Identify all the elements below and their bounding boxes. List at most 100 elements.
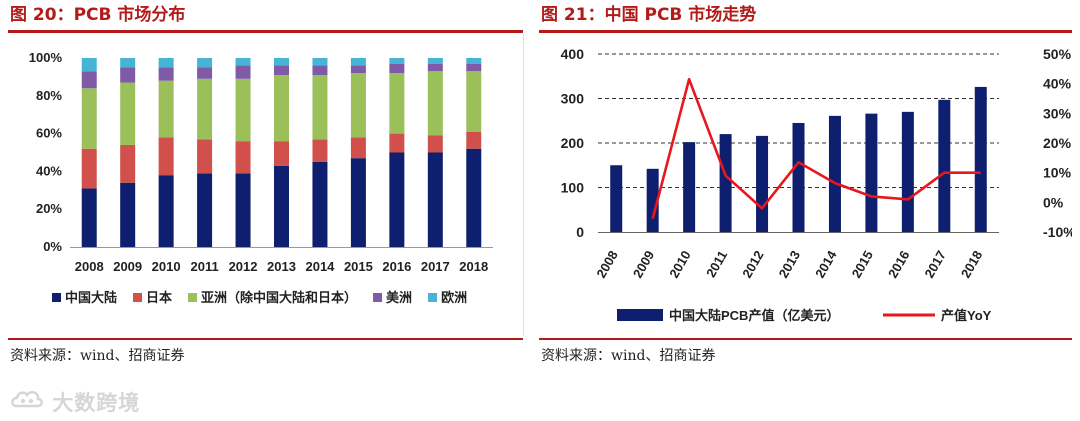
x-tick-label: 2014	[305, 259, 335, 274]
watermark-text: 大数跨境	[52, 390, 141, 415]
right-chart-title: 图 21：中国 PCB 市场走势	[541, 5, 757, 25]
bar-segment	[120, 182, 136, 247]
x-tick-label: 2008	[593, 248, 620, 281]
y-tick-label: 60%	[36, 126, 62, 141]
x-tick-label: 2008	[75, 259, 104, 274]
bar-segment	[389, 73, 405, 134]
cloud-logo-icon	[10, 386, 44, 417]
bar	[865, 113, 878, 232]
bar-segment	[466, 58, 482, 64]
bar-segment	[197, 58, 213, 68]
bar-segment	[81, 58, 97, 72]
bar-line-chart: 0 100 200 300 400 -10% 0% 10% 20% 30% 40% 50% 2008 20…	[561, 46, 1072, 323]
x-tick-label: 2009	[630, 248, 657, 281]
right-y-tick-label: 50%	[1043, 46, 1072, 62]
bar	[756, 135, 769, 232]
x-tick-label: 2010	[152, 259, 181, 274]
bar-segment	[466, 148, 482, 247]
bar	[719, 134, 732, 232]
left-y-tick-label: 400	[561, 46, 585, 62]
legend-label: 日本	[146, 290, 172, 305]
bar-segment	[81, 148, 97, 189]
legend-label: 美洲	[386, 290, 412, 305]
right-source-note: 资料来源：wind、招商证券	[541, 348, 716, 364]
legend-swatch	[133, 293, 143, 302]
bar-segment	[158, 137, 174, 176]
x-tick-label: 2016	[885, 248, 912, 281]
left-title-rule	[8, 30, 523, 33]
x-tick-label: 2018	[459, 259, 488, 274]
bar-segment	[81, 71, 97, 89]
bar-segment	[274, 165, 289, 247]
bar-segment	[158, 58, 174, 68]
right-bottom-rule	[539, 338, 1072, 340]
bar-segment	[389, 58, 405, 64]
legend-swatch	[188, 293, 198, 302]
bar-segment	[350, 158, 366, 247]
bar	[901, 111, 914, 232]
legend-swatch	[373, 293, 383, 302]
bar-segment	[197, 173, 213, 247]
bar-segment	[312, 58, 328, 66]
stacked-bar-chart: 0% 20% 40% 60% 80% 100% 2008 2009 2010 2011 2012 20…	[29, 50, 493, 305]
right-y-tick-label: -10%	[1043, 224, 1072, 240]
bar	[646, 168, 659, 232]
bar-segment	[235, 58, 251, 66]
bar-segment	[427, 152, 443, 247]
bar-segment	[466, 71, 482, 132]
bar-segment	[312, 75, 328, 140]
watermark: 大数跨境	[10, 386, 140, 417]
bar-segment	[350, 137, 366, 159]
legend-swatch-bar	[617, 309, 663, 321]
x-tick-label: 2018	[958, 248, 985, 281]
bar-segment	[274, 58, 289, 66]
bar-segment	[389, 152, 405, 247]
x-tick-label: 2010	[666, 248, 693, 281]
bar-segment	[120, 82, 136, 145]
bar-segment	[235, 78, 251, 142]
x-tick-label: 2012	[739, 248, 766, 281]
y-tick-label: 0%	[43, 239, 62, 254]
x-tick-label: 2011	[190, 259, 218, 274]
right-y-tick-label: 30%	[1043, 105, 1072, 121]
bar-segment	[158, 175, 174, 247]
x-tick-label: 2017	[921, 248, 948, 281]
bar-segment	[427, 135, 443, 153]
legend-label: 中国大陆	[65, 290, 117, 305]
bar-segment	[274, 141, 289, 166]
bar	[974, 86, 987, 233]
left-bottom-rule	[8, 338, 523, 340]
bar-segment	[274, 75, 289, 142]
x-tick-label: 2009	[113, 259, 142, 274]
x-tick-label: 2016	[382, 259, 411, 274]
bar	[610, 165, 623, 232]
x-tick-label: 2014	[812, 247, 840, 280]
bar-segment	[274, 65, 289, 76]
bar	[828, 115, 841, 232]
right-y-tick-label: 0%	[1043, 194, 1064, 210]
bar-segment	[197, 67, 213, 79]
bar-segment	[158, 80, 174, 138]
x-tick-label: 2017	[421, 259, 450, 274]
x-tick-label: 2015	[344, 259, 373, 274]
bar-segment	[158, 67, 174, 81]
left-chart-frame	[8, 34, 524, 336]
legend-label-bar: 中国大陆PCB产值（亿美元）	[669, 308, 839, 323]
bar-segment	[427, 63, 443, 72]
bar-segment	[81, 188, 97, 247]
y-tick-label: 100%	[29, 50, 63, 65]
bar	[683, 142, 696, 232]
bar-segment	[350, 65, 366, 74]
bar-segment	[389, 133, 405, 153]
bar-segment	[81, 88, 97, 149]
bar-segment	[350, 58, 366, 66]
y-tick-label: 40%	[36, 163, 62, 178]
left-chart-title: 图 20：PCB 市场分布	[10, 5, 186, 25]
right-title-rule	[539, 30, 1072, 33]
legend-swatch	[428, 293, 438, 302]
bar-segment	[312, 139, 328, 162]
left-y-tick-label: 300	[561, 91, 585, 107]
bar-segment	[197, 139, 213, 174]
bar-segment	[466, 131, 482, 149]
left-source-note: 资料来源：wind、招商证券	[10, 348, 185, 364]
